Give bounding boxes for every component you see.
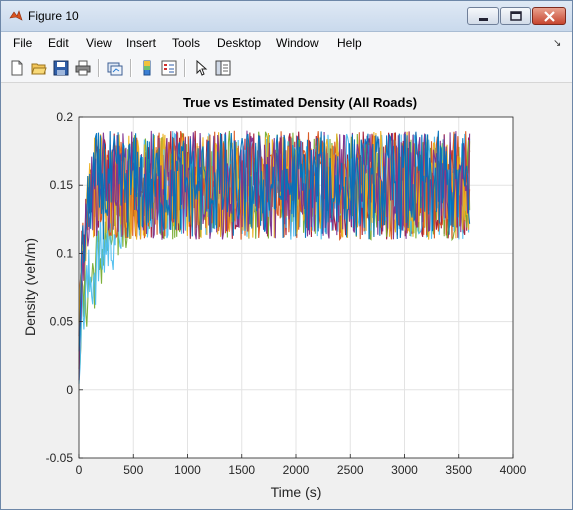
x-tick-label: 2500 [337, 463, 364, 477]
toolbar-separator [98, 59, 100, 77]
matlab-icon [9, 9, 23, 23]
y-axis-label: Density (veh/m) [22, 238, 38, 336]
show-plot-tools-icon [215, 60, 231, 76]
x-tick-label: 1500 [228, 463, 255, 477]
insert-legend-button[interactable] [159, 58, 179, 78]
menu-bar: File Edit View Insert Tools Desktop Wind… [1, 32, 572, 54]
y-tick-label: 0.1 [56, 246, 73, 260]
density-plot: True vs Estimated Density (All Roads) 0 5… [22, 95, 527, 500]
maximize-button[interactable] [500, 7, 531, 25]
menu-view[interactable]: View [86, 36, 112, 50]
open-file-icon [31, 63, 47, 75]
x-tick-label: 3000 [391, 463, 418, 477]
menu-tools[interactable]: Tools [172, 36, 201, 50]
close-icon [544, 11, 555, 22]
insert-colorbar-icon [143, 60, 151, 76]
menu-help[interactable]: Help [337, 36, 362, 50]
x-axis-label: Time (s) [271, 484, 322, 500]
minimize-button[interactable] [467, 7, 499, 25]
y-tick-label: 0 [66, 383, 73, 397]
link-plot-button[interactable] [105, 58, 125, 78]
axis-ticks: 0 500 1000 1500 2000 2500 3000 3500 4000-0.0500.… [46, 110, 527, 477]
open-file-button[interactable] [29, 58, 49, 78]
menu-window[interactable]: Window [276, 36, 319, 50]
y-tick-label: 0.15 [50, 178, 74, 192]
save-button[interactable] [51, 58, 71, 78]
toolbar-separator [130, 59, 132, 77]
print-icon [75, 60, 91, 76]
menu-edit[interactable]: Edit [48, 36, 69, 50]
window-title: Figure 10 [28, 9, 79, 23]
x-tick-label: 2000 [283, 463, 310, 477]
link-plot-icon [107, 62, 123, 76]
insert-legend-icon [161, 60, 177, 76]
x-tick-label: 500 [123, 463, 143, 477]
y-tick-label: 0.05 [50, 315, 74, 329]
x-tick-label: 0 [76, 463, 83, 477]
data-series [78, 130, 471, 384]
y-tick-label: 0.2 [56, 110, 73, 124]
insert-colorbar-button[interactable] [137, 58, 157, 78]
title-bar: Figure 10 [1, 1, 572, 32]
series-line [78, 130, 471, 381]
y-tick-label: -0.05 [46, 451, 74, 465]
chart-title: True vs Estimated Density (All Roads) [183, 95, 417, 110]
show-plot-tools-button[interactable] [213, 58, 233, 78]
menu-overflow-icon[interactable]: ↘ [553, 38, 562, 49]
menu-file[interactable]: File [13, 36, 33, 50]
new-figure-button[interactable] [7, 58, 27, 78]
toolbar-separator [184, 59, 186, 77]
pointer-icon [196, 60, 208, 76]
print-button[interactable] [73, 58, 93, 78]
menu-insert[interactable]: Insert [126, 36, 157, 50]
menu-desktop[interactable]: Desktop [217, 36, 262, 50]
x-tick-label: 1000 [174, 463, 201, 477]
series-line [78, 130, 471, 352]
series-path [78, 130, 471, 381]
close-button[interactable] [532, 7, 566, 25]
pointer-button[interactable] [191, 58, 211, 78]
save-icon [53, 60, 69, 76]
figure-toolbar [1, 54, 572, 83]
x-tick-label: 4000 [500, 463, 527, 477]
minimize-icon [479, 18, 488, 21]
figure-canvas: True vs Estimated Density (All Roads) 0 5… [5, 83, 568, 505]
series-path [78, 130, 471, 352]
new-figure-icon [11, 60, 23, 76]
maximize-icon [510, 11, 522, 21]
x-tick-label: 3500 [445, 463, 472, 477]
